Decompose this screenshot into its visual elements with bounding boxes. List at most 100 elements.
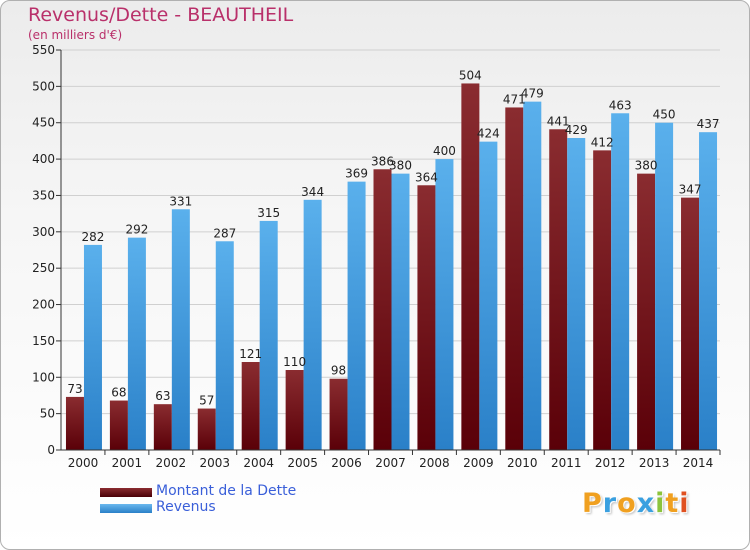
bar-revenus — [699, 132, 718, 450]
bar-revenus — [391, 173, 410, 451]
y-tick-label: 100 — [32, 370, 55, 384]
bar-revenus — [479, 141, 498, 451]
logo-letter: t — [665, 488, 680, 519]
bar-dette — [285, 370, 304, 450]
data-label-revenus: 369 — [345, 167, 368, 181]
legend-label-revenus: Revenus — [156, 499, 216, 515]
x-tick-label: 2007 — [375, 456, 406, 470]
x-tick-label: 2008 — [419, 456, 450, 470]
data-label-dette: 57 — [199, 394, 214, 408]
bar-dette — [241, 362, 260, 450]
x-tick-label: 2005 — [287, 456, 318, 470]
data-label-revenus: 437 — [697, 117, 720, 131]
bar-dette — [109, 400, 128, 450]
bar-dette — [593, 150, 612, 450]
data-label-dette: 380 — [635, 159, 658, 173]
legend-label-debt: Montant de la Dette — [156, 483, 297, 499]
bar-revenus — [303, 199, 322, 450]
x-tick-label: 2012 — [595, 456, 626, 470]
x-tick-label: 2011 — [551, 456, 582, 470]
y-tick-label: 250 — [32, 261, 55, 275]
x-tick-label: 2014 — [683, 456, 714, 470]
y-tick-label: 300 — [32, 225, 55, 239]
data-label-revenus: 450 — [653, 108, 676, 122]
bar-dette — [329, 378, 348, 450]
bar-revenus — [567, 138, 586, 450]
logo-letter: P — [582, 488, 603, 519]
data-label-revenus: 429 — [565, 123, 588, 137]
bar-dette — [681, 197, 700, 450]
x-tick-label: 2010 — [507, 456, 538, 470]
bar-revenus — [215, 241, 234, 450]
legend-swatch-revenus — [100, 504, 152, 513]
bar-revenus — [347, 181, 366, 451]
bar-dette — [197, 408, 216, 450]
data-label-revenus: 315 — [257, 206, 280, 220]
data-label-revenus: 463 — [609, 98, 632, 112]
data-label-dette: 98 — [331, 364, 346, 378]
data-label-revenus: 282 — [82, 230, 105, 244]
data-label-revenus: 400 — [433, 144, 456, 158]
data-label-dette: 347 — [679, 183, 702, 197]
y-tick-label: 200 — [32, 298, 55, 312]
y-tick-label: 500 — [32, 79, 55, 93]
data-label-dette: 471 — [503, 92, 526, 106]
data-label-dette: 68 — [111, 386, 126, 400]
bar-revenus — [127, 237, 146, 450]
bar-dette — [417, 185, 436, 451]
y-tick-label: 350 — [32, 188, 55, 202]
logo-letter: i — [655, 488, 666, 519]
x-tick-label: 2001 — [112, 456, 143, 470]
data-label-dette: 386 — [371, 154, 394, 168]
x-tick-label: 2000 — [68, 456, 99, 470]
data-label-revenus: 424 — [477, 127, 500, 141]
data-label-revenus: 287 — [213, 226, 236, 240]
proxiti-logo: Proxiti — [582, 488, 690, 519]
logo-letter: i — [679, 488, 690, 519]
bar-dette — [153, 404, 172, 450]
x-tick-label: 2009 — [463, 456, 494, 470]
data-label-dette: 121 — [239, 347, 262, 361]
data-label-revenus: 344 — [301, 185, 324, 199]
data-label-revenus: 292 — [125, 223, 148, 237]
bar-revenus — [171, 209, 190, 450]
chart-subtitle: (en milliers d'€) — [28, 28, 123, 42]
bar-revenus — [611, 113, 630, 450]
bar-revenus — [83, 244, 102, 450]
data-label-dette: 110 — [283, 355, 306, 369]
bar-dette — [65, 396, 84, 450]
x-tick-label: 2004 — [243, 456, 274, 470]
bar-dette — [461, 83, 480, 451]
data-label-dette: 441 — [547, 114, 570, 128]
bar-dette — [549, 129, 568, 451]
data-label-dette: 504 — [459, 68, 482, 82]
data-label-dette: 412 — [591, 135, 614, 149]
data-label-revenus: 479 — [521, 87, 544, 101]
y-tick-label: 450 — [32, 116, 55, 130]
data-label-revenus: 331 — [169, 194, 192, 208]
y-tick-label: 550 — [32, 43, 55, 57]
bar-dette — [505, 107, 524, 451]
data-label-dette: 73 — [67, 382, 82, 396]
y-tick-label: 400 — [32, 152, 55, 166]
y-tick-label: 150 — [32, 334, 55, 348]
bar-revenus — [523, 101, 542, 451]
x-tick-label: 2003 — [199, 456, 230, 470]
logo-letter: o — [617, 488, 637, 519]
bar-revenus — [259, 220, 278, 450]
logo-letter: r — [602, 488, 618, 519]
bar-revenus — [655, 122, 674, 451]
logo-letter: x — [636, 488, 656, 519]
bar-dette — [637, 173, 656, 451]
data-label-dette: 364 — [415, 170, 438, 184]
legend-swatch-debt — [100, 488, 152, 497]
x-tick-label: 2002 — [156, 456, 187, 470]
bar-dette — [373, 169, 392, 451]
y-tick-label: 50 — [40, 407, 55, 421]
chart-title: Revenus/Dette - BEAUTHEIL — [28, 4, 294, 26]
data-label-dette: 63 — [155, 389, 170, 403]
x-tick-label: 2013 — [639, 456, 670, 470]
x-tick-label: 2006 — [331, 456, 362, 470]
bar-revenus — [435, 159, 454, 450]
